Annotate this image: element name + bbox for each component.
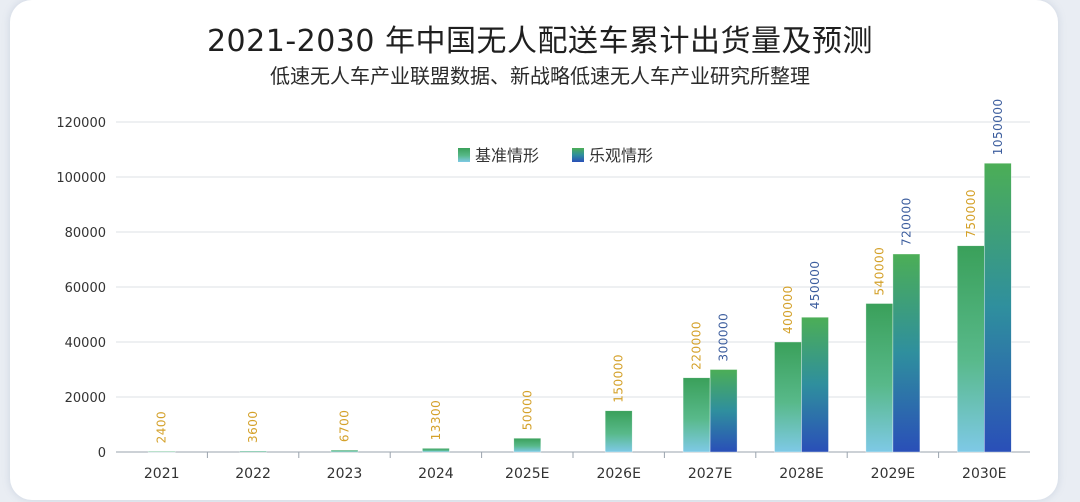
data-label: 450000 (808, 260, 822, 309)
bar-optimistic (983, 162, 1012, 453)
data-label: 1050000 (991, 98, 1005, 155)
data-label: 2400 (155, 411, 169, 444)
legend-label: 乐观情形 (589, 146, 653, 165)
x-tick-label: 2029E (871, 466, 915, 482)
bar-base (422, 448, 450, 453)
y-tick-label: 100000 (56, 171, 106, 186)
chart-title: 2021-2030 年中国无人配送车累计出货量及预测 (206, 24, 874, 59)
y-tick-label: 0 (98, 446, 106, 461)
data-label: 300000 (717, 313, 731, 362)
x-tick-label: 2028E (779, 466, 823, 482)
data-label: 400000 (781, 285, 795, 334)
x-tick-label: 2024 (418, 466, 454, 482)
x-tick-label: 2030E (962, 466, 1006, 482)
y-tick-label: 60000 (65, 281, 106, 296)
data-label: 220000 (690, 321, 704, 370)
x-tick-label: 2022 (235, 466, 271, 482)
data-label: 6700 (338, 410, 352, 443)
x-tick-label: 2021 (144, 466, 180, 482)
bar-optimistic (801, 316, 829, 453)
bar-base (604, 410, 633, 453)
bar-base (956, 245, 985, 453)
x-tick-label: 2025E (505, 466, 549, 482)
bar-base (147, 451, 176, 453)
y-tick-label: 40000 (65, 336, 106, 351)
y-tick-label: 20000 (65, 391, 106, 406)
x-tick-label: 2023 (327, 466, 363, 482)
bar-base (239, 450, 267, 453)
bar-base (774, 341, 802, 453)
bar-base (513, 437, 542, 453)
bar-base (330, 449, 359, 453)
bar-base (682, 377, 711, 453)
bar-optimistic (892, 253, 921, 453)
bar-optimistic (709, 369, 738, 453)
bar-base (865, 303, 894, 453)
legend-label: 基准情形 (475, 146, 539, 165)
x-tick-label: 2027E (688, 466, 732, 482)
x-tick-label: 2026E (596, 466, 640, 482)
data-label: 50000 (520, 390, 534, 431)
data-label: 750000 (964, 189, 978, 238)
data-label: 540000 (872, 247, 886, 296)
y-tick-label: 120000 (56, 116, 106, 131)
data-label: 3600 (246, 410, 260, 443)
data-label: 150000 (612, 354, 626, 403)
legend-swatch (458, 148, 470, 162)
legend-swatch (572, 148, 584, 162)
y-tick-label: 80000 (65, 226, 106, 241)
chart-subtitle: 低速无人车产业联盟数据、新战略低速无人车产业研究所整理 (270, 64, 810, 88)
data-label: 13300 (429, 400, 443, 441)
data-label: 720000 (899, 197, 913, 246)
